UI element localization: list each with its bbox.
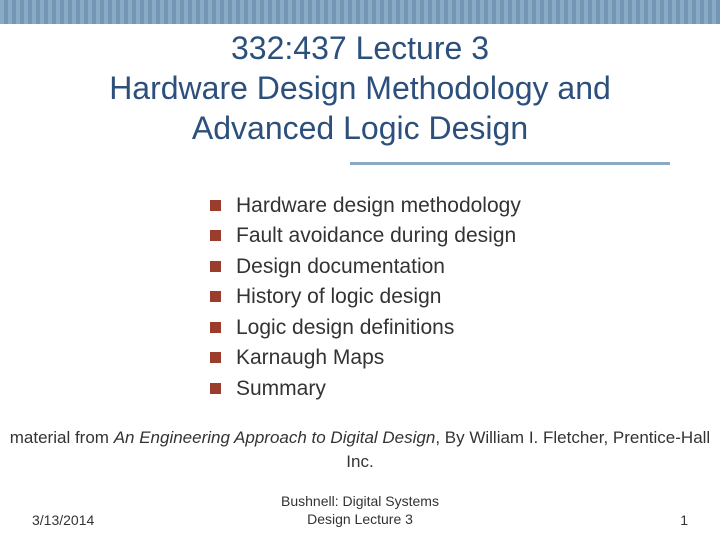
footer-page-number: 1 xyxy=(680,512,688,528)
bullet-text: Karnaugh Maps xyxy=(236,346,384,369)
slide-title-block: 332:437 Lecture 3 Hardware Design Method… xyxy=(0,24,720,148)
bullet-text: Fault avoidance during design xyxy=(236,224,516,247)
list-item: Logic design definitions xyxy=(210,313,720,343)
bullet-text: Design documentation xyxy=(236,255,445,278)
attribution-text: material from An Engineering Approach to… xyxy=(0,426,720,474)
title-line-2: Hardware Design Methodology and Advanced… xyxy=(109,70,611,146)
title-underline xyxy=(350,162,670,165)
list-item: Summary xyxy=(210,374,720,404)
list-item: History of logic design xyxy=(210,282,720,312)
list-item: Fault avoidance during design xyxy=(210,221,720,251)
attribution-title: An Engineering Approach to Digital Desig… xyxy=(114,428,436,447)
bullet-text: Summary xyxy=(236,377,326,400)
attribution-prefix: material from xyxy=(10,428,114,447)
bullet-list: Hardware design methodology Fault avoida… xyxy=(210,191,720,404)
list-item: Karnaugh Maps xyxy=(210,343,720,373)
bullet-text: Logic design definitions xyxy=(236,316,454,339)
bullet-text: History of logic design xyxy=(236,285,441,308)
footer-center-line1: Bushnell: Digital Systems xyxy=(281,493,439,509)
slide-title: 332:437 Lecture 3 Hardware Design Method… xyxy=(40,28,680,148)
list-item: Design documentation xyxy=(210,252,720,282)
footer-center-line2: Design Lecture 3 xyxy=(307,511,413,527)
bullet-text: Hardware design methodology xyxy=(236,194,521,217)
top-accent-bar xyxy=(0,0,720,24)
list-item: Hardware design methodology xyxy=(210,191,720,221)
footer-center: Bushnell: Digital Systems Design Lecture… xyxy=(0,492,720,528)
title-line-1: 332:437 Lecture 3 xyxy=(231,30,489,66)
